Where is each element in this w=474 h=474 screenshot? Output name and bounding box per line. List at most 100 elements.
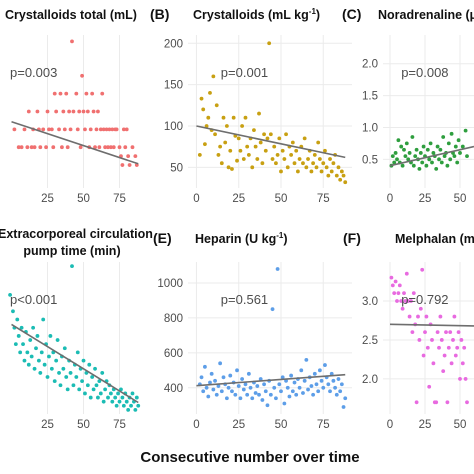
data-point	[414, 147, 419, 152]
data-point	[114, 127, 119, 132]
data-point	[418, 306, 423, 311]
data-point	[94, 383, 99, 388]
data-point	[459, 338, 464, 342]
data-point	[411, 291, 416, 296]
data-point	[444, 330, 448, 335]
data-point	[289, 153, 294, 157]
data-point	[393, 151, 398, 155]
data-point	[321, 161, 326, 166]
p-value-label: p=0.001	[221, 65, 268, 80]
data-point	[452, 154, 457, 159]
data-point	[213, 132, 217, 137]
data-point	[38, 145, 43, 150]
data-point	[306, 157, 310, 161]
data-point	[110, 399, 115, 404]
data-point	[238, 148, 243, 153]
data-point	[77, 387, 82, 392]
data-point	[39, 350, 44, 355]
data-point	[270, 307, 275, 312]
data-point	[252, 128, 256, 133]
data-point	[328, 389, 332, 394]
data-point	[334, 173, 339, 178]
data-point	[108, 145, 113, 150]
data-point	[328, 157, 332, 161]
data-point	[246, 371, 251, 376]
data-point	[279, 169, 283, 174]
data-point	[218, 144, 223, 149]
data-point	[80, 379, 84, 384]
data-point	[245, 392, 250, 397]
data-point	[290, 389, 295, 394]
data-point	[390, 154, 395, 159]
data-point	[260, 161, 265, 166]
data-point	[312, 153, 317, 157]
data-point	[16, 145, 21, 150]
data-point	[309, 384, 314, 388]
data-point	[201, 389, 206, 394]
data-point	[42, 362, 47, 367]
data-point	[285, 385, 290, 390]
data-point	[241, 157, 246, 161]
panel-title-sup: -1	[309, 7, 317, 16]
data-point	[275, 153, 280, 157]
p-value-label: p=0.561	[221, 292, 268, 307]
data-point	[282, 401, 287, 406]
data-point	[431, 361, 436, 366]
data-point	[126, 154, 131, 159]
data-point	[48, 334, 53, 338]
data-point	[93, 145, 97, 150]
data-point	[97, 145, 102, 150]
y-tick-label: 200	[164, 38, 183, 50]
panel-d: p<0.001 25 50 75 Extracorporeal circulation p…	[0, 227, 153, 431]
data-point	[126, 407, 131, 412]
data-point	[75, 350, 80, 355]
y-tick-label: 1000	[157, 278, 183, 290]
data-point	[458, 151, 462, 155]
data-point	[235, 158, 239, 163]
data-point	[437, 157, 441, 162]
data-point	[134, 395, 139, 400]
data-point	[94, 127, 99, 132]
data-point	[230, 389, 234, 394]
panel-title-main: Crystalloids total (mL)	[5, 8, 137, 22]
data-point	[389, 275, 394, 280]
x-tick-label: 25	[41, 419, 54, 431]
panel-title-line2: pump time (min)	[23, 244, 120, 258]
data-point	[416, 314, 420, 319]
data-point	[439, 160, 444, 165]
data-point	[393, 279, 398, 284]
data-point	[236, 384, 241, 388]
data-point	[13, 342, 18, 347]
data-point	[255, 384, 260, 388]
data-point	[136, 403, 141, 408]
data-point	[127, 163, 132, 167]
data-point	[223, 140, 228, 145]
trend-line	[196, 125, 346, 159]
x-tick-label: 50	[275, 193, 288, 205]
data-point	[317, 368, 322, 373]
data-point	[206, 394, 211, 399]
data-point	[78, 145, 83, 150]
data-point	[70, 39, 74, 44]
p-value-label: p=0.003	[10, 65, 57, 80]
data-point	[289, 373, 294, 378]
data-point	[41, 127, 46, 132]
data-point	[130, 145, 135, 150]
data-point	[417, 166, 422, 171]
data-point	[445, 163, 450, 168]
data-point	[321, 385, 326, 390]
data-point	[243, 115, 248, 120]
data-point	[57, 371, 61, 375]
data-point	[16, 334, 21, 338]
panel-f: p=0.792 0 25 50 2.0 2.5 3.0 (F) Melphalan (m	[343, 230, 474, 431]
data-point	[241, 387, 246, 392]
data-point	[44, 145, 48, 150]
data-point	[319, 378, 324, 383]
y-tick-label: 400	[164, 383, 183, 395]
data-point	[35, 109, 40, 114]
data-point	[81, 109, 86, 114]
x-tick-label: 75	[113, 419, 126, 431]
data-point	[272, 385, 277, 390]
data-point	[103, 387, 108, 392]
data-point	[129, 403, 133, 408]
